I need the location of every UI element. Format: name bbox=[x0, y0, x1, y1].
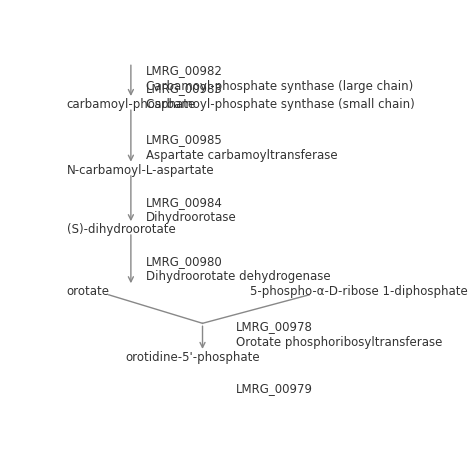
Text: N-carbamoyl-L-aspartate: N-carbamoyl-L-aspartate bbox=[66, 164, 214, 176]
Text: LMRG_00978: LMRG_00978 bbox=[236, 320, 312, 333]
Text: LMRG_00983: LMRG_00983 bbox=[146, 82, 222, 95]
Text: Orotate phosphoribosyltransferase: Orotate phosphoribosyltransferase bbox=[236, 336, 442, 349]
Text: LMRG_00984: LMRG_00984 bbox=[146, 196, 222, 209]
Text: Carbamoyl-phosphate synthase (small chain): Carbamoyl-phosphate synthase (small chai… bbox=[146, 98, 414, 111]
Text: LMRG_00979: LMRG_00979 bbox=[236, 383, 312, 395]
Text: orotidine-5'-phosphate: orotidine-5'-phosphate bbox=[125, 352, 260, 365]
Text: LMRG_00982: LMRG_00982 bbox=[146, 64, 222, 77]
Text: (S)-dihydroorotate: (S)-dihydroorotate bbox=[66, 223, 175, 236]
Text: Aspartate carbamoyltransferase: Aspartate carbamoyltransferase bbox=[146, 149, 337, 162]
Text: carbamoyl-phosphate: carbamoyl-phosphate bbox=[66, 98, 196, 111]
Text: Carbamoyl-phosphate synthase (large chain): Carbamoyl-phosphate synthase (large chai… bbox=[146, 80, 413, 92]
Text: Dihydroorotase: Dihydroorotase bbox=[146, 211, 237, 224]
Text: LMRG_00985: LMRG_00985 bbox=[146, 134, 222, 146]
Text: LMRG_00980: LMRG_00980 bbox=[146, 255, 222, 268]
Text: orotate: orotate bbox=[66, 285, 109, 298]
Text: Dihydroorotate dehydrogenase: Dihydroorotate dehydrogenase bbox=[146, 270, 330, 283]
Text: 5-phospho-α-D-ribose 1-diphosphate: 5-phospho-α-D-ribose 1-diphosphate bbox=[250, 285, 468, 298]
